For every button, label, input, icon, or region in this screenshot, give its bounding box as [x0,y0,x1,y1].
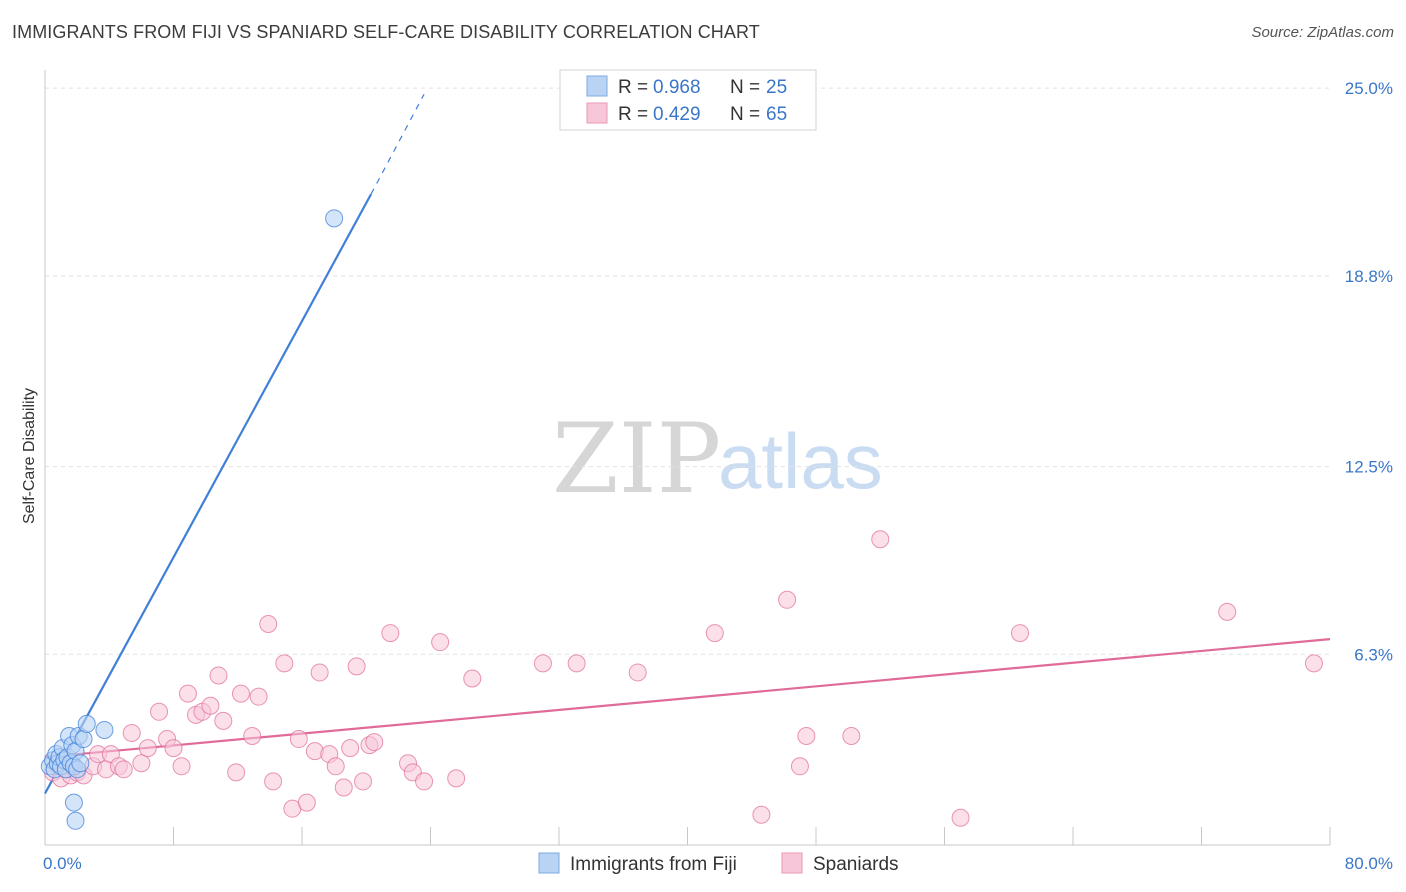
point-fiji [77,714,96,733]
point-spaniards [297,793,316,812]
legend-n-value-spaniards: 65 [766,104,787,125]
y-tick-label: 12.5% [1345,458,1393,477]
point-fiji [71,754,90,773]
point-spaniards [138,739,157,758]
gridlines [45,87,1330,655]
y-axis-label: Self-Care Disability [21,388,38,524]
watermark-zip: ZIP [552,403,721,515]
legend-r-value-fiji: 0.968 [653,77,701,98]
point-spaniards [1218,602,1237,621]
legend-r-label-spaniards: R = [618,104,648,125]
point-spaniards [114,760,133,779]
point-spaniards [227,763,246,782]
point-spaniards [431,633,450,652]
y-tick-label: 25.0% [1345,79,1393,98]
point-spaniards [842,727,861,746]
axes [44,70,1331,846]
point-spaniards [334,778,353,797]
point-spaniards [533,654,552,673]
point-spaniards [132,754,151,773]
scatter-points [40,209,1323,830]
point-spaniards [259,615,278,634]
point-spaniards [752,805,771,824]
point-spaniards [172,757,191,776]
y-tick-labels: 6.3% 12.5% 18.8% 25.0% 0.0% 80.0% [43,79,1393,873]
point-spaniards [122,723,141,742]
point-spaniards [310,663,329,682]
point-spaniards [871,530,890,549]
trendline-fiji [44,193,373,795]
point-spaniards [628,663,647,682]
point-spaniards [231,684,250,703]
point-spaniards [164,739,183,758]
bottom-legend-swatch-spaniards [781,852,803,874]
point-spaniards [354,772,373,791]
point-spaniards [447,769,466,788]
point-fiji [325,209,344,228]
point-fiji [64,793,83,812]
legend-swatch-spaniards [586,102,608,124]
point-spaniards [264,772,283,791]
y-tick-label: 6.3% [1354,645,1393,664]
point-spaniards [275,654,294,673]
legend-box: R = 0.968 N = 25 R = 0.429 N = 65 [559,69,817,131]
point-spaniards [326,757,345,776]
legend-n-label-fiji: N = [730,77,760,98]
point-fiji [74,730,93,749]
point-spaniards [150,702,169,721]
point-spaniards [243,727,262,746]
source-label: Source: ZipAtlas.com [1251,24,1394,41]
watermark-atlas: atlas [718,417,883,505]
point-spaniards [249,687,268,706]
point-spaniards [797,727,816,746]
legend-n-value-fiji: 25 [766,77,787,98]
legend-n-label-spaniards: N = [730,104,760,125]
x-tick-label: 0.0% [43,854,82,873]
point-spaniards [415,772,434,791]
bottom-legend-label-spaniards: Spaniards [813,854,899,875]
point-fiji [66,811,85,830]
legend-r-label-fiji: R = [618,77,648,98]
point-spaniards [214,711,233,730]
point-spaniards [289,730,308,749]
point-spaniards [1304,654,1323,673]
point-fiji [95,720,114,739]
point-spaniards [1010,624,1029,643]
point-spaniards [567,654,586,673]
bottom-legend-swatch-fiji [538,852,560,874]
point-spaniards [365,733,384,752]
point-spaniards [705,624,724,643]
point-spaniards [347,657,366,676]
legend-r-value-spaniards: 0.429 [653,104,701,125]
point-spaniards [201,696,220,715]
point-spaniards [790,757,809,776]
y-tick-label: 18.8% [1345,267,1393,286]
point-spaniards [463,669,482,688]
point-spaniards [178,684,197,703]
point-spaniards [341,739,360,758]
x-tick-label: 80.0% [1345,854,1393,873]
trendline-fiji-extension [370,93,425,195]
bottom-legend-label-fiji: Immigrants from Fiji [570,854,737,875]
point-spaniards [209,666,228,685]
point-spaniards [951,808,970,827]
chart-title: IMMIGRANTS FROM FIJI VS SPANIARD SELF-CA… [12,22,760,42]
point-spaniards [778,590,797,609]
bottom-legend: Immigrants from Fiji Spaniards [538,852,899,875]
legend-swatch-fiji [586,75,608,97]
point-spaniards [381,624,400,643]
watermark: ZIP atlas [552,403,883,515]
